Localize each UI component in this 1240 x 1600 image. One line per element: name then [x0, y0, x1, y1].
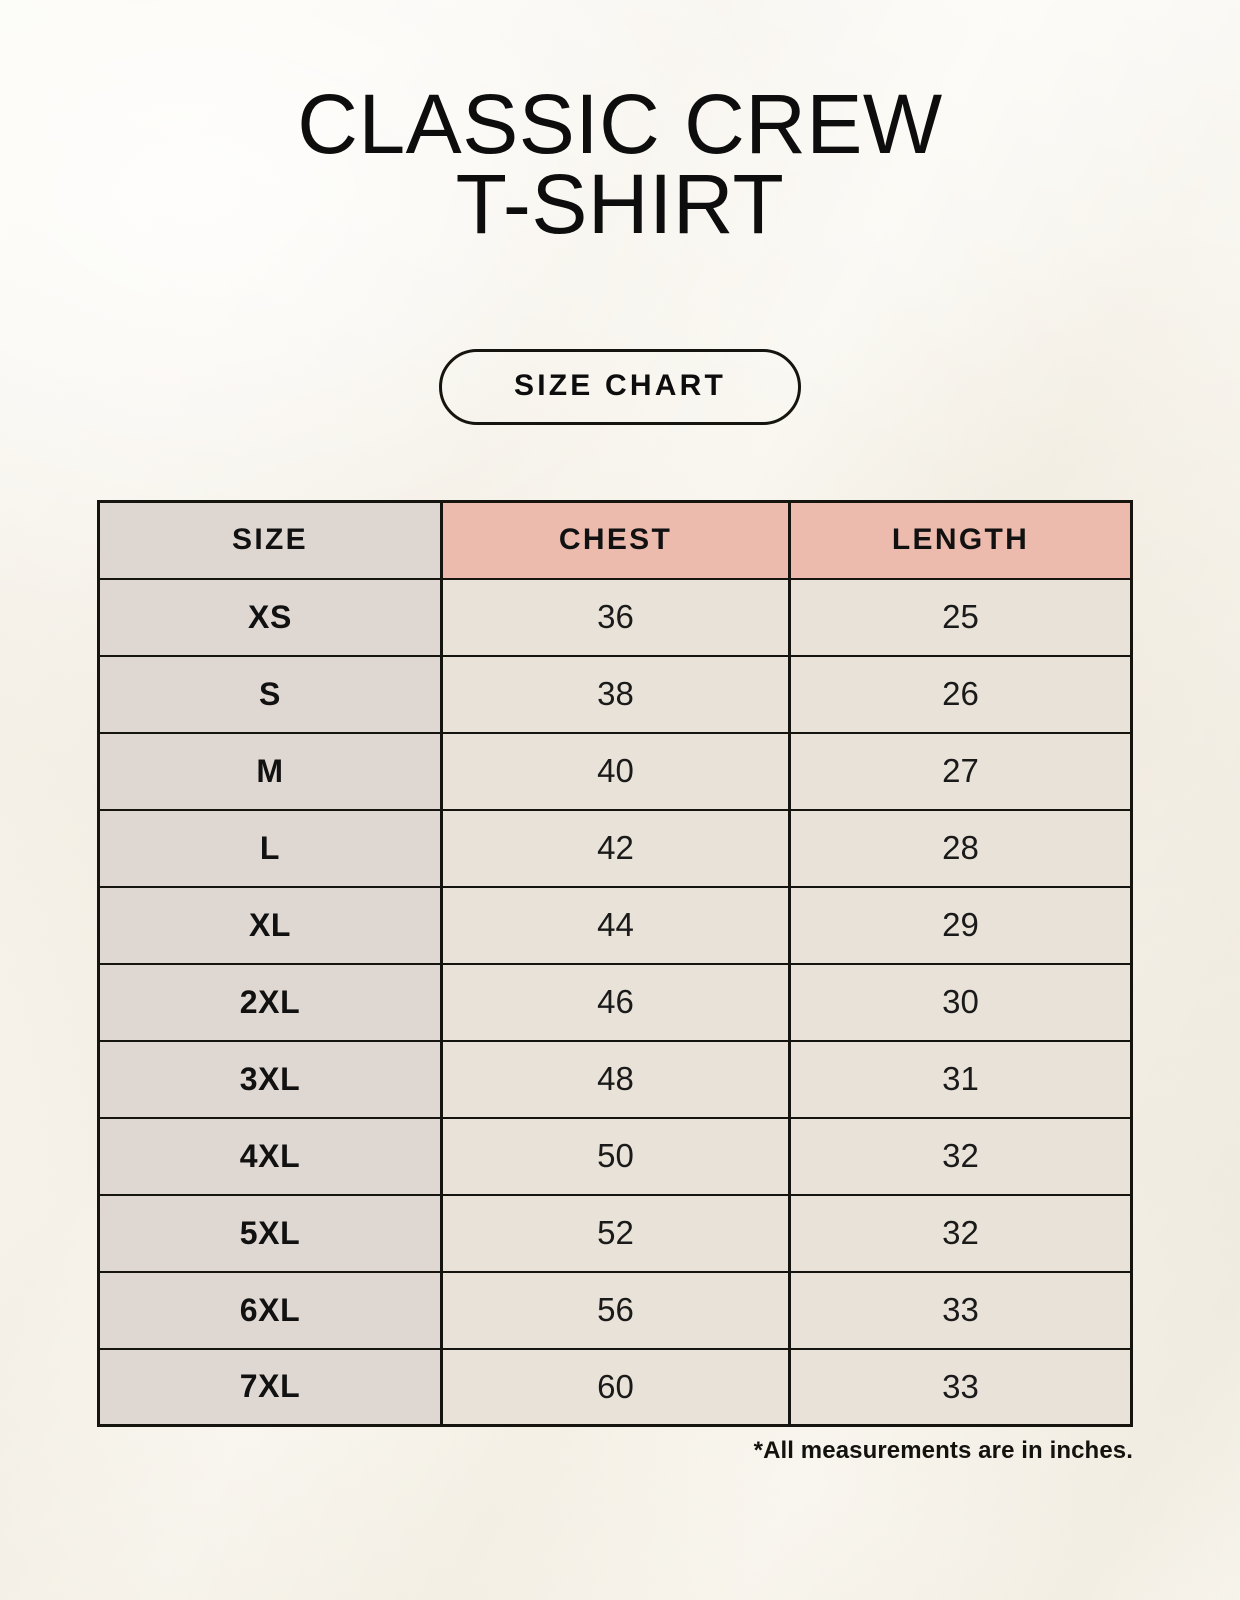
cell-chest: 48: [439, 1039, 791, 1119]
cell-size: S: [97, 654, 443, 734]
column-header-chest: CHEST: [439, 500, 791, 580]
cell-size: 5XL: [97, 1193, 443, 1273]
cell-chest: 60: [439, 1347, 791, 1427]
cell-chest: 42: [439, 808, 791, 888]
badge-wrap: SIZE CHART: [0, 349, 1240, 425]
size-table-body: XS 36 25 S 38 26 M 40 27 L 42 28 XL 44 29 2XL 46 30 3XL 48 3…: [97, 577, 1134, 1427]
cell-length: 33: [787, 1270, 1134, 1350]
cell-length: 33: [787, 1347, 1134, 1427]
table-row: L 42 28: [97, 808, 1134, 888]
cell-size: 7XL: [97, 1347, 443, 1427]
cell-length: 25: [787, 577, 1134, 657]
table-row: 3XL 48 31: [97, 1039, 1134, 1119]
cell-length: 28: [787, 808, 1134, 888]
cell-chest: 38: [439, 654, 791, 734]
size-table: SIZE CHEST LENGTH XS 36 25 S 38 26 M 40 27 L 42 28 X…: [97, 500, 1134, 1427]
page-title: CLASSIC CREW T-SHIRT: [297, 77, 943, 251]
cell-chest: 52: [439, 1193, 791, 1273]
cell-length: 32: [787, 1193, 1134, 1273]
cell-length: 31: [787, 1039, 1134, 1119]
cell-length: 30: [787, 962, 1134, 1042]
cell-size: 3XL: [97, 1039, 443, 1119]
cell-size: M: [97, 731, 443, 811]
cell-length: 29: [787, 885, 1134, 965]
column-header-length: LENGTH: [787, 500, 1134, 580]
size-chart-badge: SIZE CHART: [439, 349, 801, 425]
cell-chest: 40: [439, 731, 791, 811]
cell-length: 27: [787, 731, 1134, 811]
cell-chest: 56: [439, 1270, 791, 1350]
table-row: XS 36 25: [97, 577, 1134, 657]
table-header-row: SIZE CHEST LENGTH: [97, 500, 1134, 580]
table-row: S 38 26: [97, 654, 1134, 734]
cell-size: XL: [97, 885, 443, 965]
cell-size: XS: [97, 577, 443, 657]
cell-size: 4XL: [97, 1116, 443, 1196]
cell-size: 2XL: [97, 962, 443, 1042]
table-row: 4XL 50 32: [97, 1116, 1134, 1196]
cell-chest: 46: [439, 962, 791, 1042]
cell-chest: 50: [439, 1116, 791, 1196]
table-row: XL 44 29: [97, 885, 1134, 965]
cell-length: 32: [787, 1116, 1134, 1196]
cell-chest: 36: [439, 577, 791, 657]
cell-chest: 44: [439, 885, 791, 965]
title-block: CLASSIC CREW T-SHIRT: [0, 77, 1240, 251]
cell-size: 6XL: [97, 1270, 443, 1350]
table-row: 7XL 60 33: [97, 1347, 1134, 1427]
table-row: 5XL 52 32: [97, 1193, 1134, 1273]
table-row: M 40 27: [97, 731, 1134, 811]
size-table-header: SIZE CHEST LENGTH: [97, 500, 1134, 580]
cell-length: 26: [787, 654, 1134, 734]
measurements-footnote: *All measurements are in inches.: [753, 1437, 1133, 1464]
table-row: 6XL 56 33: [97, 1270, 1134, 1350]
size-table-container: SIZE CHEST LENGTH XS 36 25 S 38 26 M 40 27 L 42 28 X…: [97, 500, 1134, 1427]
table-row: 2XL 46 30: [97, 962, 1134, 1042]
cell-size: L: [97, 808, 443, 888]
column-header-size: SIZE: [97, 500, 443, 580]
